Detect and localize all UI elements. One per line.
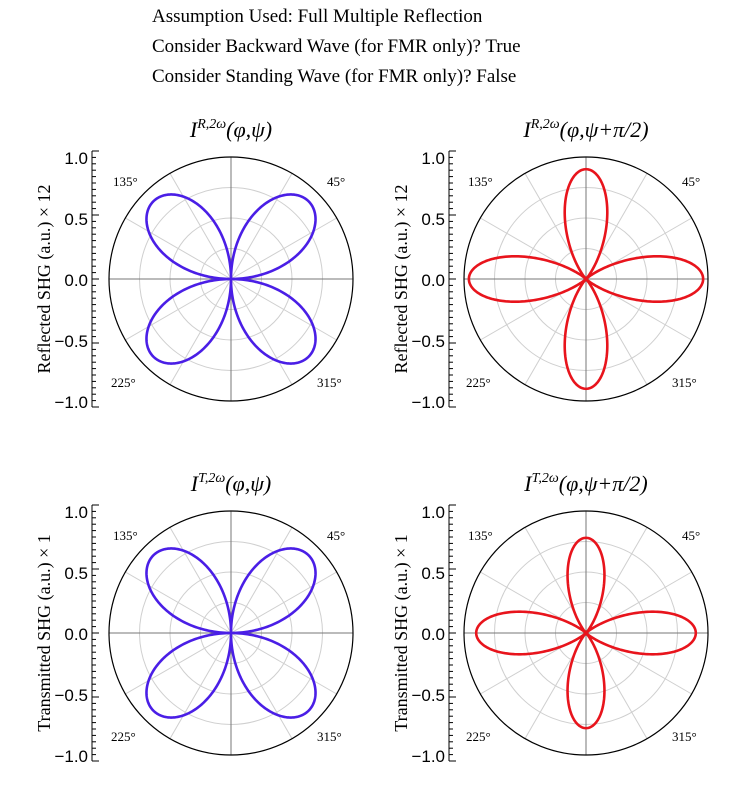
angle-label: 315°: [672, 375, 697, 390]
grid-spoke: [230, 217, 337, 280]
y-tick-label: 1.0: [64, 149, 88, 168]
y-tick-label: −0.5: [54, 332, 88, 351]
angle-label: 225°: [466, 375, 491, 390]
outer-circle: [108, 156, 354, 402]
chart-title: IT,2ω(φ,ψ+π/2): [523, 471, 647, 496]
header-line-backward-wave: Consider Backward Wave (for FMR only)? T…: [152, 36, 521, 57]
y-tick-label: −1.0: [411, 747, 445, 766]
data-curve: [467, 167, 705, 391]
y-tick-label: −0.5: [411, 686, 445, 705]
grid-spoke: [125, 278, 232, 341]
y-tick-label: 0.5: [64, 210, 88, 229]
angle-label: 45°: [327, 528, 345, 543]
y-tick-label: −0.5: [411, 332, 445, 351]
y-axis-label: Transmitted SHG (a.u.) × 1: [34, 534, 55, 731]
angle-label: 315°: [317, 729, 342, 744]
y-tick-label: 0.0: [421, 625, 445, 644]
grid-spoke: [230, 278, 337, 341]
header: Assumption Used: Full Multiple Reflectio…: [152, 2, 521, 92]
y-tick-label: 0.5: [421, 564, 445, 583]
y-tick-label: −1.0: [54, 393, 88, 412]
header-line-assumption: Assumption Used: Full Multiple Reflectio…: [152, 6, 483, 27]
grid-spoke: [230, 571, 337, 634]
y-tick-label: 0.0: [64, 271, 88, 290]
grid-spoke: [169, 632, 232, 739]
polar-panel-2: 45° 135° 225° 315° 1.0 0.5 0.0 −0.5 −1.0 Reflecte…: [391, 117, 709, 412]
data-curve: [474, 536, 698, 730]
angle-label: 315°: [317, 375, 342, 390]
polar-panel-3: 45° 135° 225° 315° 1.0 0.5 0.0 −0.5 −1.0 Transmit…: [34, 471, 354, 766]
y-tick-label: −0.5: [54, 686, 88, 705]
angle-label: 135°: [113, 528, 138, 543]
grid-spoke: [230, 632, 293, 739]
outer-circle: [108, 510, 354, 756]
grid-spoke: [230, 632, 337, 695]
y-tick-label: −1.0: [54, 747, 88, 766]
grid-spoke: [230, 173, 293, 280]
y-axis-label: Reflected SHG (a.u.) × 12: [391, 184, 412, 373]
grid-spoke: [169, 527, 232, 634]
grid-spoke: [125, 632, 232, 695]
grid-spoke: [125, 217, 232, 280]
y-tick-label: 0.5: [64, 564, 88, 583]
angle-label: 225°: [111, 729, 136, 744]
angle-label: 225°: [111, 375, 136, 390]
y-axis-label: Transmitted SHG (a.u.) × 1: [391, 534, 412, 731]
chart-title: IR,2ω(φ,ψ): [189, 117, 272, 142]
chart-title: IT,2ω(φ,ψ): [190, 471, 271, 496]
grid-spoke: [169, 173, 232, 280]
y-tick-label: 1.0: [421, 503, 445, 522]
grid-spoke: [125, 571, 232, 634]
angle-label: 135°: [113, 174, 138, 189]
header-line-standing-wave: Consider Standing Wave (for FMR only)? F…: [152, 66, 517, 87]
y-tick-label: 0.0: [64, 625, 88, 644]
data-curve: [145, 547, 317, 719]
polar-panel-1: 45° 135° 225° 315° 1.0 0.5 0.0 −0.5 −1.0 Reflecte…: [34, 117, 354, 412]
outer-circle: [463, 510, 709, 756]
angle-label: 45°: [682, 174, 700, 189]
y-tick-label: 0.0: [421, 271, 445, 290]
y-tick-label: −1.0: [411, 393, 445, 412]
angle-label: 315°: [672, 729, 697, 744]
data-curve: [145, 193, 317, 365]
angle-label: 135°: [468, 174, 493, 189]
y-tick-label: 0.5: [421, 210, 445, 229]
angle-label: 45°: [682, 528, 700, 543]
polar-panel-4: 45° 135° 225° 315° 1.0 0.5 0.0 −0.5 −1.0 Transmit…: [391, 471, 709, 766]
y-tick-label: 1.0: [421, 149, 445, 168]
y-axis-label: Reflected SHG (a.u.) × 12: [34, 184, 55, 373]
y-tick-label: 1.0: [64, 503, 88, 522]
grid-spoke: [230, 278, 293, 385]
outer-circle: [463, 156, 709, 402]
grid-spoke: [169, 278, 232, 385]
angle-label: 45°: [327, 174, 345, 189]
grid-spoke: [230, 527, 293, 634]
angle-label: 225°: [466, 729, 491, 744]
angle-label: 135°: [468, 528, 493, 543]
chart-title: IR,2ω(φ,ψ+π/2): [522, 117, 648, 142]
